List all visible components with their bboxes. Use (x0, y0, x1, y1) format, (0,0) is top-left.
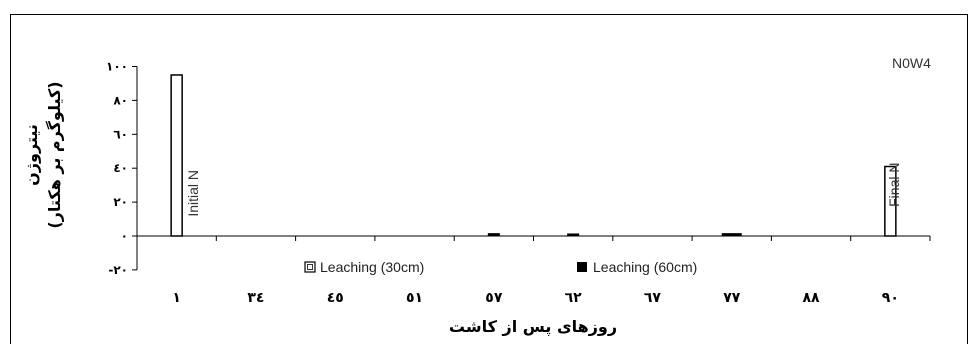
y-tick-label: ٤۰ (113, 161, 128, 175)
x-tick-label: ٦٧ (644, 290, 662, 306)
chart-title: N0W4 (892, 55, 931, 71)
bar-final-n (884, 165, 897, 237)
x-tick-label: ٥١ (406, 290, 423, 306)
y-tick-label: ۱۰۰ (106, 60, 128, 74)
bar-initial-n (170, 74, 183, 237)
y-axis-title-line1: نیتروژن (22, 124, 41, 186)
x-tick-label: ٨٨ (803, 290, 821, 306)
bar-leaching-60cm (721, 233, 742, 237)
y-tick-label: ٦۰ (113, 127, 128, 141)
legend: Leaching (30cm) Leaching (60cm) (304, 259, 697, 275)
chart-frame (10, 14, 968, 344)
y-tick-label: ۸۰ (113, 93, 128, 107)
legend-label-30cm: Leaching (30cm) (320, 259, 424, 275)
legend-label-60cm: Leaching (60cm) (593, 259, 697, 275)
legend-swatch-60cm (577, 262, 587, 272)
x-tick-label: ۳٤ (247, 290, 264, 306)
y-axis-title-line2: (کیلوگرم بر هکتار) (45, 81, 64, 228)
plot-area: -۲۰ ۰ ۲۰ ٤۰ ٦۰ ۸۰ ۱۰۰ ۱ ۳٤ ٤٥ ٥١ ٥٧ ٦٢ ٦٧ ٧٧ ٨٨ ۹۰ Initia… (106, 60, 931, 306)
bar-leaching-60cm (567, 233, 580, 237)
bar-leaching-60cm (487, 233, 500, 237)
x-tick-label: ٤٥ (327, 290, 344, 306)
annotation-initial-n: Initial N (185, 170, 201, 217)
x-axis-title: روزهای پس از کاشت (449, 317, 617, 337)
x-tick-label: ٥٧ (485, 290, 503, 306)
legend-swatch-30cm (304, 261, 316, 273)
y-tick-label: ۰ (121, 229, 128, 243)
y-tick-label: ۲۰ (113, 195, 128, 209)
x-tick-label: ۹۰ (882, 290, 899, 306)
annotation-final-n: Final N (886, 163, 902, 207)
x-tick-label: ٧٧ (723, 290, 741, 306)
y-tick-label: -۲۰ (108, 263, 128, 277)
legend-swatch-30cm-inner (307, 264, 313, 270)
x-tick-label: ۱ (172, 290, 181, 306)
x-tick-label: ٦٢ (565, 290, 583, 306)
